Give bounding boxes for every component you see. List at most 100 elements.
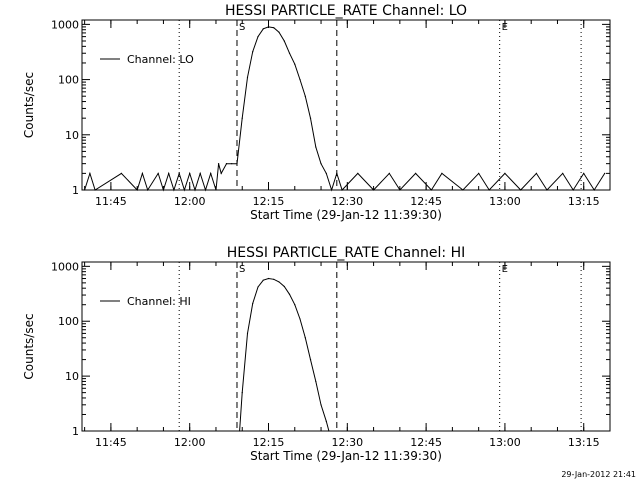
data-point — [357, 172, 359, 174]
data-point — [315, 380, 317, 383]
x-tick-label: 13:15 — [568, 195, 600, 208]
y-axis-label: Counts/sec — [22, 72, 36, 138]
data-point — [246, 332, 249, 335]
x-tick-label: 11:45 — [95, 195, 127, 208]
data-point — [328, 430, 330, 432]
lo-channel-panel: HESSI PARTICLE_RATE Channel: LO 1 10 100 100… — [22, 3, 611, 222]
data-point — [246, 76, 249, 78]
x-tick-label: 12:30 — [331, 436, 363, 449]
legend-label: Channel: LO — [127, 53, 194, 66]
data-point — [572, 189, 574, 191]
y-tick-label: 1000 — [51, 18, 79, 31]
data-point — [562, 172, 564, 174]
x-tick-label: 13:00 — [489, 195, 521, 208]
x-tick-label: 12:45 — [410, 436, 442, 449]
data-point — [241, 392, 243, 394]
data-point — [257, 36, 259, 38]
data-point — [593, 189, 595, 191]
x-tick-label: 13:15 — [568, 436, 600, 449]
chart-title: HESSI PARTICLE_RATE Channel: HI — [227, 245, 465, 261]
data-point — [239, 430, 241, 432]
data-point — [257, 286, 259, 288]
x-tick-label: 12:15 — [253, 436, 285, 449]
y-tick-label: 100 — [58, 315, 79, 328]
data-point — [252, 51, 254, 53]
data-point — [178, 172, 180, 174]
data-point — [288, 52, 291, 54]
data-point — [194, 189, 196, 191]
data-point — [415, 172, 417, 174]
data-point — [336, 172, 338, 174]
data-point — [120, 172, 123, 174]
data-point — [225, 163, 228, 165]
data-point — [252, 302, 254, 305]
data-point — [241, 117, 243, 119]
hi-channel-panel: HESSI PARTICLE_RATE Channel: HI 1 10 100 100… — [22, 245, 611, 463]
y-tick-label: 10 — [65, 129, 79, 142]
data-point — [294, 63, 296, 65]
data-point — [199, 172, 201, 174]
data-point — [278, 31, 280, 33]
plot-frame — [81, 19, 611, 191]
y-tick-label: 1000 — [51, 260, 79, 273]
data-point — [320, 163, 322, 165]
data-point — [325, 420, 327, 422]
data-point — [231, 163, 233, 165]
data-point — [189, 172, 191, 174]
data-point — [173, 189, 175, 191]
data-point — [488, 189, 490, 191]
data-point — [294, 304, 296, 306]
data-point — [304, 95, 306, 97]
data-point — [236, 163, 238, 165]
data-point — [215, 189, 217, 191]
data-point — [535, 172, 538, 174]
data-point — [478, 172, 480, 174]
chart-title: HESSI PARTICLE_RATE Channel: LO — [225, 3, 467, 19]
data-point — [372, 189, 375, 191]
data-point — [309, 358, 312, 361]
y-tick-label: 10 — [65, 370, 79, 383]
legend-label: Channel: HI — [127, 295, 191, 308]
x-axis-label: Start Time (29-Jan-12 11:39:30) — [250, 208, 442, 222]
series-line — [239, 277, 330, 432]
x-tick-label: 12:30 — [331, 195, 363, 208]
data-point — [278, 281, 280, 283]
data-point — [183, 189, 186, 191]
data-point — [273, 278, 275, 280]
data-point — [430, 189, 432, 191]
data-point — [204, 189, 207, 191]
data-point — [288, 293, 291, 295]
data-point — [162, 189, 165, 191]
data-point — [299, 318, 301, 320]
data-point — [267, 277, 270, 280]
data-point — [168, 172, 170, 174]
data-point — [462, 189, 464, 191]
data-point — [283, 40, 285, 42]
y-tick-label: 1 — [72, 425, 79, 438]
data-point — [504, 172, 506, 174]
y-tick-label: 100 — [58, 74, 79, 87]
x-tick-label: 12:00 — [174, 436, 206, 449]
data-point — [220, 172, 222, 174]
data-point — [147, 189, 149, 191]
x-tick-label: 12:45 — [410, 195, 442, 208]
data-point — [136, 189, 138, 191]
x-tick-label: 12:15 — [253, 195, 285, 208]
x-tick-label: 13:00 — [489, 436, 521, 449]
data-point — [210, 172, 212, 174]
data-point — [299, 78, 301, 81]
data-point — [341, 189, 343, 191]
x-axis-label: Start Time (29-Jan-12 11:39:30) — [250, 449, 442, 463]
series-line — [84, 26, 606, 192]
marker-label: E — [502, 22, 508, 33]
y-tick-label: 1 — [72, 184, 79, 197]
data-point — [89, 172, 91, 174]
marker-label: S — [239, 22, 245, 33]
data-point — [84, 189, 86, 191]
data-point — [94, 189, 96, 191]
x-tick-label: 12:00 — [174, 195, 206, 208]
data-point — [315, 146, 317, 148]
data-point — [441, 172, 443, 174]
plot-frame — [81, 261, 611, 432]
